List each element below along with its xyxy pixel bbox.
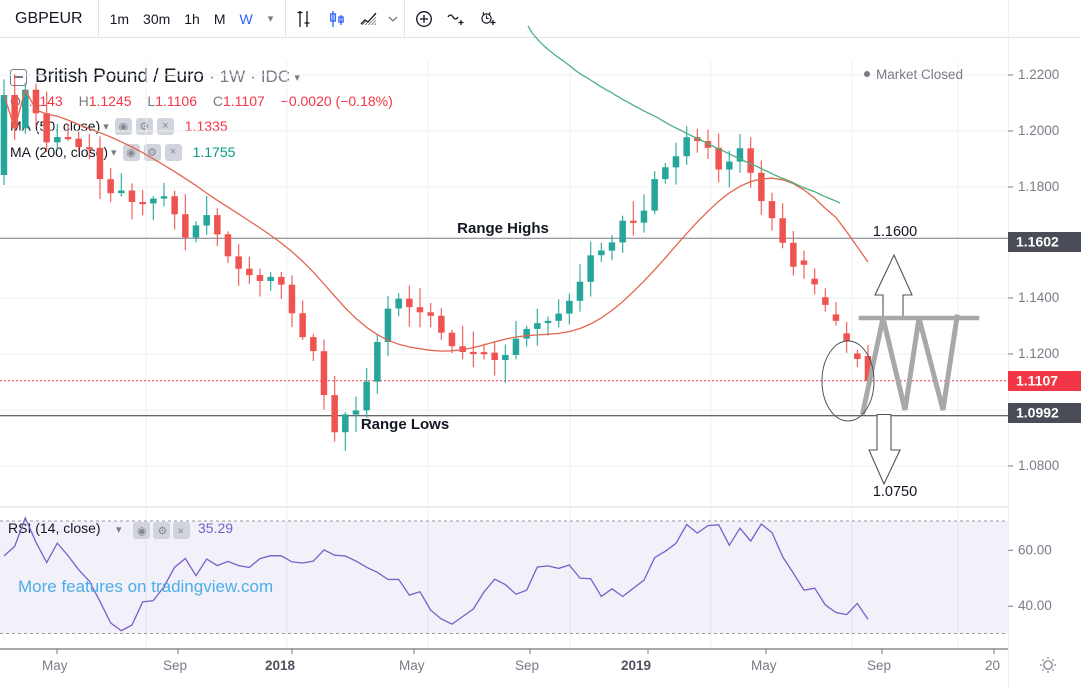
svg-text:Sep: Sep bbox=[867, 658, 891, 673]
svg-text:1.1107: 1.1107 bbox=[1016, 373, 1058, 389]
svg-text:2018: 2018 bbox=[265, 658, 296, 673]
svg-text:1.0800: 1.0800 bbox=[1018, 458, 1059, 473]
svg-text:Sep: Sep bbox=[163, 658, 187, 673]
svg-text:20: 20 bbox=[985, 658, 1000, 673]
svg-text:1.1200: 1.1200 bbox=[1018, 346, 1059, 361]
svg-text:2019: 2019 bbox=[621, 658, 651, 673]
svg-text:1.1602: 1.1602 bbox=[1016, 234, 1059, 250]
svg-text:1.2200: 1.2200 bbox=[1018, 67, 1059, 82]
svg-text:May: May bbox=[751, 658, 777, 673]
svg-text:Sep: Sep bbox=[515, 658, 539, 673]
svg-text:1.1400: 1.1400 bbox=[1018, 290, 1059, 305]
svg-text:1.0992: 1.0992 bbox=[1016, 405, 1059, 421]
svg-text:May: May bbox=[399, 658, 425, 673]
svg-text:60.00: 60.00 bbox=[1018, 542, 1052, 557]
svg-text:1.1800: 1.1800 bbox=[1018, 179, 1059, 194]
svg-text:May: May bbox=[42, 658, 68, 673]
svg-text:1.2000: 1.2000 bbox=[1018, 123, 1059, 138]
svg-text:40.00: 40.00 bbox=[1018, 598, 1052, 613]
